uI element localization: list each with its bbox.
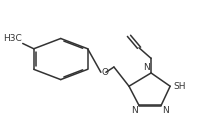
Text: N: N bbox=[162, 106, 169, 115]
Text: N: N bbox=[143, 63, 150, 72]
Text: H3C: H3C bbox=[3, 34, 22, 43]
Text: SH: SH bbox=[173, 82, 186, 91]
Text: N: N bbox=[131, 106, 138, 115]
Text: O: O bbox=[102, 68, 109, 77]
